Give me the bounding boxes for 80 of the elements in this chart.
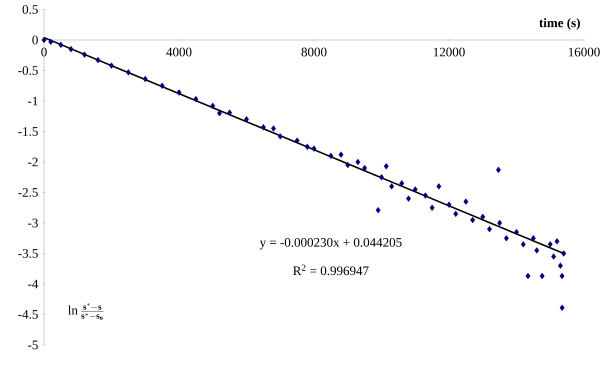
point	[463, 198, 468, 205]
point	[345, 162, 350, 168]
x-tick-label: 16000	[568, 48, 600, 56]
point	[304, 144, 310, 150]
point	[406, 195, 411, 202]
point	[480, 214, 486, 220]
point	[384, 163, 389, 170]
y-tick-label: -1	[28, 96, 38, 106]
point	[338, 151, 344, 158]
y-tick-label: -3.5	[18, 249, 38, 258]
point	[446, 201, 452, 208]
y-tick-label: 0	[32, 36, 38, 44]
point	[193, 96, 198, 102]
point	[430, 204, 435, 211]
point	[453, 210, 458, 218]
point	[217, 110, 222, 116]
point	[312, 145, 316, 152]
point	[126, 69, 131, 76]
point	[68, 46, 74, 52]
point	[540, 272, 545, 280]
x-tick-label: 0	[41, 48, 47, 56]
point	[560, 304, 565, 311]
point	[470, 216, 476, 224]
annotation: R$^{2}$ = 0.996947	[293, 264, 369, 276]
point	[560, 272, 565, 280]
y-tick-label: -4.5	[18, 310, 38, 319]
point	[504, 235, 509, 242]
point	[227, 109, 232, 116]
x-axis-title: time (s)	[539, 18, 580, 30]
point	[160, 82, 165, 89]
point	[142, 76, 148, 82]
point	[362, 164, 368, 172]
point	[548, 241, 553, 248]
point	[412, 186, 418, 193]
y-tick-label: -2.5	[18, 188, 38, 197]
point	[260, 124, 266, 130]
point	[514, 228, 519, 236]
point	[109, 62, 114, 69]
point	[520, 241, 526, 248]
y-tick-label: -3	[28, 218, 38, 228]
point	[355, 158, 360, 166]
point	[558, 262, 563, 269]
point	[294, 137, 300, 144]
y-tick-label: -4	[28, 280, 38, 288]
y-tick-label: 0.5	[22, 5, 38, 14]
point	[376, 206, 381, 214]
point	[389, 183, 394, 190]
point	[244, 116, 249, 122]
y-tick-label: -2	[28, 158, 38, 166]
point	[42, 36, 46, 44]
point	[497, 220, 502, 226]
x-tick-label: 4000	[166, 48, 192, 56]
point	[96, 56, 100, 64]
point	[561, 250, 566, 257]
point	[526, 272, 530, 280]
point	[554, 238, 560, 244]
point	[379, 174, 384, 180]
point	[422, 192, 428, 199]
y-axis-title: $\mathbf{\ln\frac{s^*-s}{s^*-s_o}}$	[68, 303, 104, 320]
point	[530, 235, 536, 242]
point	[551, 253, 556, 260]
point	[328, 152, 334, 160]
point	[487, 226, 492, 232]
point	[399, 180, 404, 187]
annotation: y = -0.000230x + 0.044205	[260, 238, 402, 250]
y-tick-label: -1.5	[18, 127, 38, 136]
point	[48, 38, 54, 46]
point	[58, 42, 64, 48]
point	[496, 166, 501, 174]
point	[176, 89, 182, 96]
point	[436, 183, 442, 190]
point	[82, 51, 87, 58]
point	[271, 125, 276, 132]
point	[210, 102, 216, 110]
point	[534, 247, 540, 254]
x-tick-label: 8000	[302, 48, 327, 56]
x-tick-label: 12000	[434, 48, 465, 56]
y-tick-label: -0.5	[18, 66, 38, 75]
point	[278, 133, 283, 140]
y-tick-label: -5	[28, 340, 38, 350]
